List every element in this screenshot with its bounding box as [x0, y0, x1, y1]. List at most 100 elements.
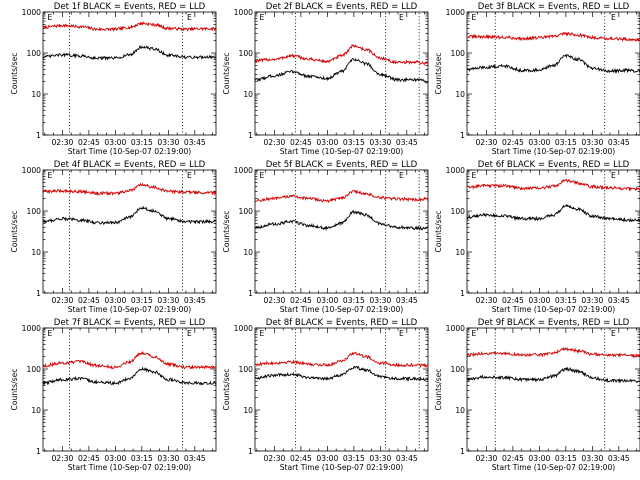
- x-axis-label: Start Time (10-Sep-07 02:19:00): [68, 463, 192, 472]
- y-tick-label: 10: [31, 248, 41, 257]
- event-marker-label: E: [48, 329, 53, 338]
- y-axis-label: Counts/sec: [434, 369, 443, 411]
- event-marker-label: E: [472, 329, 477, 338]
- x-tick-label: 03:15: [131, 296, 153, 305]
- x-tick-label: 02:45: [78, 454, 100, 463]
- x-tick-label: 02:30: [475, 138, 497, 147]
- y-tick-label: 1: [36, 131, 41, 140]
- x-axis-label: Start Time (10-Sep-07 02:19:00): [280, 147, 404, 156]
- x-tick-label: 03:15: [343, 454, 365, 463]
- x-tick-label: 03:45: [396, 138, 418, 147]
- x-tick-label: 03:00: [316, 454, 338, 463]
- plot-frame: [254, 169, 429, 294]
- x-tick-label: 03:15: [555, 296, 577, 305]
- event-marker-label: E: [187, 171, 192, 180]
- event-marker-label: E: [260, 171, 265, 180]
- lld-rate-line: [466, 178, 640, 192]
- event-marker-label: E: [472, 171, 477, 180]
- y-tick-label: 1: [248, 131, 253, 140]
- x-tick-label: 02:45: [502, 138, 524, 147]
- detector-panel: Det 3f BLACK = Events, RED = LLD 1 10 100 10…: [434, 2, 640, 156]
- x-tick-label: 03:15: [131, 138, 153, 147]
- detector-panel: Det 7f BLACK = Events, RED = LLD 1 10 100 10…: [10, 318, 217, 472]
- lld-rate-line: [254, 189, 429, 204]
- x-tick-label: 02:30: [475, 454, 497, 463]
- x-tick-label: 02:45: [78, 296, 100, 305]
- y-tick-label: 1: [36, 289, 41, 298]
- event-marker-label: E: [48, 13, 53, 22]
- panel-title: Det 1f BLACK = Events, RED = LLD: [54, 2, 206, 12]
- event-rate-line: [254, 210, 429, 231]
- y-tick-label: 10: [455, 248, 465, 257]
- x-tick-label: 03:30: [581, 296, 603, 305]
- plot-frame: [466, 11, 640, 136]
- x-tick-label: 02:45: [290, 454, 312, 463]
- x-axis-label: Start Time (10-Sep-07 02:19:00): [68, 305, 192, 314]
- plot-frame: [254, 327, 429, 452]
- x-tick-label: 02:45: [290, 296, 312, 305]
- x-tick-label: 03:30: [157, 296, 179, 305]
- y-tick-label: 100: [239, 365, 254, 374]
- plot-frame: [254, 11, 429, 136]
- event-marker-label: E: [611, 171, 616, 180]
- y-tick-label: 10: [243, 248, 253, 257]
- y-tick-label: 1000: [446, 324, 465, 333]
- detector-panel: Det 4f BLACK = Events, RED = LLD 1 10 100 10…: [10, 160, 217, 314]
- y-tick-label: 1: [248, 447, 253, 456]
- y-tick-label: 1: [460, 289, 465, 298]
- x-tick-label: 02:30: [51, 454, 73, 463]
- event-marker-label: E: [399, 13, 404, 22]
- plot-frame: [42, 169, 217, 294]
- y-tick-label: 1: [36, 447, 41, 456]
- y-tick-label: 1000: [234, 324, 253, 333]
- x-axis-label: Start Time (10-Sep-07 02:19:00): [280, 305, 404, 314]
- panel-title: Det 8f BLACK = Events, RED = LLD: [266, 318, 418, 328]
- event-rate-line: [42, 205, 216, 225]
- y-axis-label: Counts/sec: [222, 211, 231, 253]
- x-axis-label: Start Time (10-Sep-07 02:19:00): [492, 463, 616, 472]
- x-tick-label: 02:45: [502, 296, 524, 305]
- x-tick-label: 03:15: [343, 138, 365, 147]
- y-axis-label: Counts/sec: [10, 53, 19, 95]
- x-tick-label: 03:00: [316, 138, 338, 147]
- x-tick-label: 03:15: [555, 138, 577, 147]
- y-tick-label: 100: [451, 365, 466, 374]
- x-tick-label: 02:30: [263, 296, 285, 305]
- panel-title: Det 7f BLACK = Events, RED = LLD: [54, 318, 206, 328]
- panel-title: Det 5f BLACK = Events, RED = LLD: [266, 160, 418, 170]
- y-tick-label: 1: [460, 131, 465, 140]
- lld-rate-line: [254, 43, 429, 66]
- event-marker-label: E: [472, 13, 477, 22]
- x-axis-label: Start Time (10-Sep-07 02:19:00): [492, 147, 616, 156]
- x-tick-label: 03:00: [528, 296, 550, 305]
- x-tick-label: 02:30: [51, 138, 73, 147]
- lld-rate-line: [42, 182, 217, 197]
- lld-rate-line: [42, 20, 217, 33]
- x-tick-label: 03:45: [608, 454, 630, 463]
- x-tick-label: 03:30: [369, 454, 391, 463]
- y-tick-label: 10: [455, 90, 465, 99]
- y-tick-label: 100: [451, 49, 466, 58]
- y-axis-label: Counts/sec: [222, 369, 231, 411]
- y-tick-label: 1: [460, 447, 465, 456]
- y-tick-label: 100: [27, 49, 42, 58]
- x-tick-label: 03:00: [316, 296, 338, 305]
- x-tick-label: 03:30: [369, 296, 391, 305]
- x-tick-label: 03:30: [369, 138, 391, 147]
- event-rate-line: [254, 365, 429, 382]
- event-marker-label: E: [611, 13, 616, 22]
- y-tick-label: 10: [243, 406, 253, 415]
- y-tick-label: 100: [451, 207, 466, 216]
- y-tick-label: 10: [455, 406, 465, 415]
- event-rate-line: [466, 53, 640, 74]
- y-tick-label: 1000: [22, 8, 41, 17]
- y-tick-label: 1000: [234, 166, 253, 175]
- plot-frame: [42, 11, 217, 136]
- event-rate-line: [42, 44, 217, 61]
- y-axis-label: Counts/sec: [434, 211, 443, 253]
- x-tick-label: 03:00: [104, 296, 126, 305]
- x-tick-label: 03:00: [104, 138, 126, 147]
- y-axis-label: Counts/sec: [10, 211, 19, 253]
- event-marker-label: E: [48, 171, 53, 180]
